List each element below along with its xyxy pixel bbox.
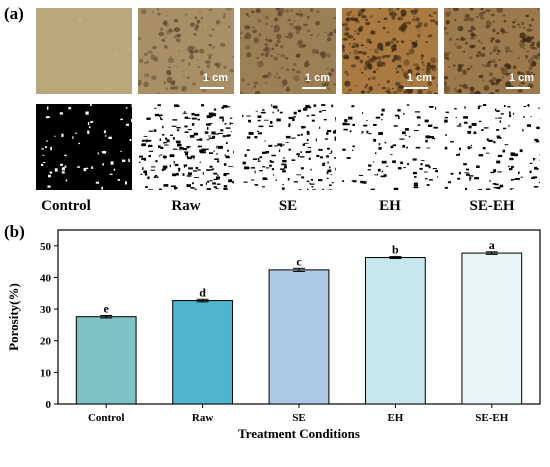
binary-se-texture bbox=[240, 104, 336, 190]
condition-label-control: Control bbox=[41, 198, 91, 214]
panel-label-a: (a) bbox=[4, 4, 24, 23]
photo-se-eh-texture bbox=[444, 8, 540, 94]
binary-raw bbox=[138, 104, 234, 190]
x-tick-label: SE-EH bbox=[475, 412, 508, 424]
photo-se-texture bbox=[240, 8, 336, 94]
binary-eh bbox=[342, 104, 438, 190]
binary-image-row bbox=[36, 104, 546, 190]
photo-raw: 1 cm bbox=[138, 8, 234, 94]
binary-control-texture bbox=[36, 104, 132, 190]
panel-label-b: (b) bbox=[4, 222, 25, 241]
condition-label-se-eh: SE-EH bbox=[469, 198, 515, 214]
photo-row: 1 cm 1 cm 1 cm 1 cm bbox=[36, 8, 546, 94]
bar-se bbox=[268, 269, 330, 405]
photo-eh-texture bbox=[342, 8, 438, 94]
bar-se-eh bbox=[461, 252, 523, 405]
photo-eh: 1 cm bbox=[342, 8, 438, 94]
condition-labels: Control Raw SE EH SE-EH bbox=[36, 198, 546, 222]
scale-label: 1 cm bbox=[406, 72, 432, 84]
y-tick-label: 20 bbox=[40, 336, 52, 348]
bar-raw bbox=[172, 300, 233, 405]
y-tick-label: 50 bbox=[40, 241, 52, 253]
significance-letter: d bbox=[199, 285, 206, 299]
porosity-bar-chart: 0 10 20 30 40 50 e Control d Raw c SE b EH a SE-EH Treat… bbox=[6, 229, 541, 441]
y-tick-label: 0 bbox=[46, 399, 52, 411]
bar-control bbox=[75, 316, 137, 405]
scale-label: 1 cm bbox=[508, 72, 534, 84]
scale-bar bbox=[506, 87, 530, 89]
bar-eh bbox=[365, 257, 426, 405]
scale-bar bbox=[302, 87, 326, 89]
scale-label: 1 cm bbox=[304, 72, 330, 84]
significance-letter: c bbox=[296, 254, 302, 268]
scale-label: 1 cm bbox=[202, 72, 228, 84]
x-tick-label: Control bbox=[88, 412, 124, 424]
scale-bar bbox=[404, 87, 428, 89]
photo-control-texture bbox=[36, 8, 132, 94]
y-axis-title: Porosity(%) bbox=[6, 283, 21, 351]
significance-letter: e bbox=[104, 301, 110, 315]
photo-control bbox=[36, 8, 132, 94]
binary-se-eh bbox=[444, 104, 540, 190]
condition-label-eh: EH bbox=[379, 198, 401, 214]
condition-label-se: SE bbox=[278, 198, 298, 214]
significance-letter: a bbox=[489, 238, 495, 252]
photo-raw-texture bbox=[138, 8, 234, 94]
x-tick-label: SE bbox=[292, 412, 305, 424]
y-tick-label: 40 bbox=[40, 272, 52, 284]
photo-se: 1 cm bbox=[240, 8, 336, 94]
x-tick-label: EH bbox=[387, 412, 403, 424]
binary-control bbox=[36, 104, 132, 190]
binary-raw-texture bbox=[138, 104, 234, 190]
binary-se bbox=[240, 104, 336, 190]
binary-se-eh-texture bbox=[444, 104, 540, 190]
photo-se-eh: 1 cm bbox=[444, 8, 540, 94]
y-tick-label: 10 bbox=[40, 367, 52, 379]
significance-letter: b bbox=[392, 243, 399, 257]
x-axis-title: Treatment Conditions bbox=[238, 426, 360, 441]
x-tick-label: Raw bbox=[192, 412, 213, 424]
y-tick-label: 30 bbox=[40, 304, 52, 316]
scale-bar bbox=[200, 87, 224, 89]
condition-label-raw: Raw bbox=[171, 198, 201, 214]
binary-eh-texture bbox=[342, 104, 438, 190]
